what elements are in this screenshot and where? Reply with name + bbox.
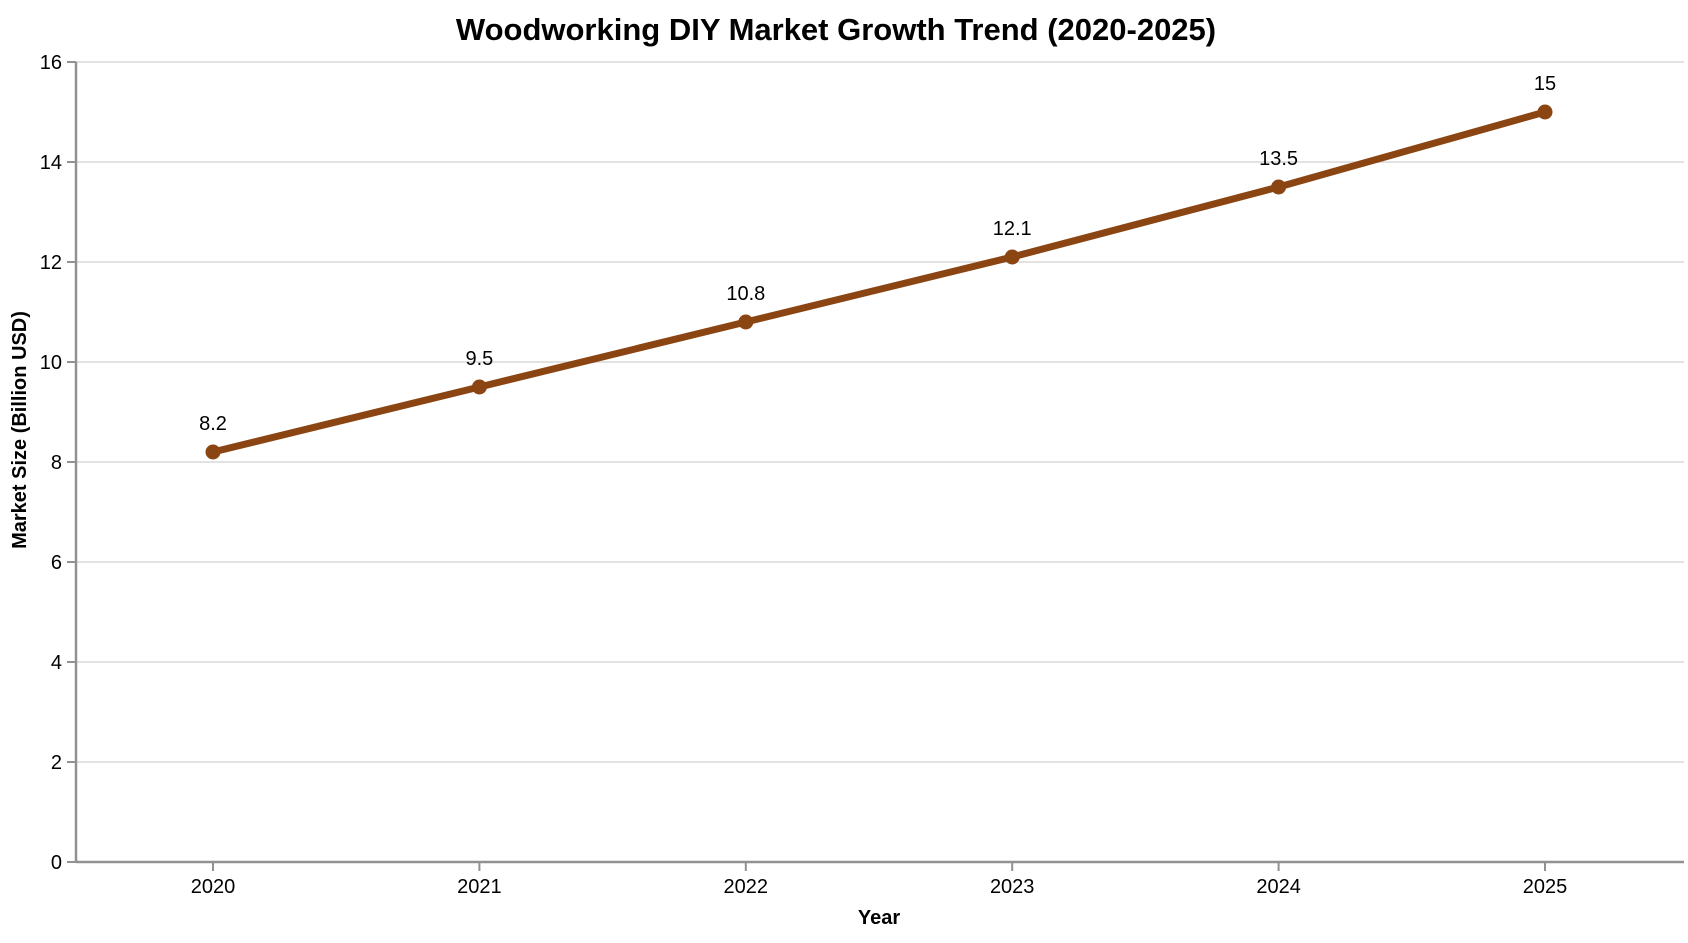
data-point [1271,179,1287,195]
x-tick-label: 2022 [724,876,769,898]
x-tick-label: 2023 [990,876,1035,898]
y-tick-label: 6 [51,552,62,574]
y-tick-label: 2 [51,752,62,774]
x-axis-title: Year [858,907,900,929]
y-tick-label: 14 [40,152,62,174]
chart-title: Woodworking DIY Market Growth Trend (202… [456,12,1216,47]
y-tick-label: 0 [51,852,62,874]
data-point-label: 15 [1534,73,1556,95]
data-point-label: 8.2 [199,413,227,435]
x-tick-label: 2020 [191,876,236,898]
axis-layer: 0 2 4 6 8 10 12 14 16 2020 2021 2022 2023 2024 2025 [40,52,1684,898]
y-tick-label: 4 [51,652,62,674]
data-point-label: 13.5 [1259,148,1298,170]
grid-layer [76,61,1684,763]
x-tick-label: 2021 [457,876,502,898]
data-point-label: 12.1 [993,218,1032,240]
series-layer [205,104,1553,460]
y-tick-label: 8 [51,452,62,474]
data-point-label: 9.5 [465,348,493,370]
data-point [738,314,754,330]
y-tick-label: 10 [40,352,62,374]
data-point [1004,249,1020,265]
x-tick-label: 2024 [1256,876,1301,898]
data-point [1537,104,1553,120]
label-layer: 8.2 9.5 10.8 12.1 13.5 15 [199,73,1556,435]
y-axis-title: Market Size (Billion USD) [9,311,31,549]
y-tick-label: 16 [40,52,62,74]
x-tick-label: 2025 [1523,876,1568,898]
data-point [471,379,487,395]
y-tick-label: 12 [40,252,62,274]
trend-line [209,108,1549,456]
data-point [205,444,221,460]
data-point-label: 10.8 [726,283,765,305]
